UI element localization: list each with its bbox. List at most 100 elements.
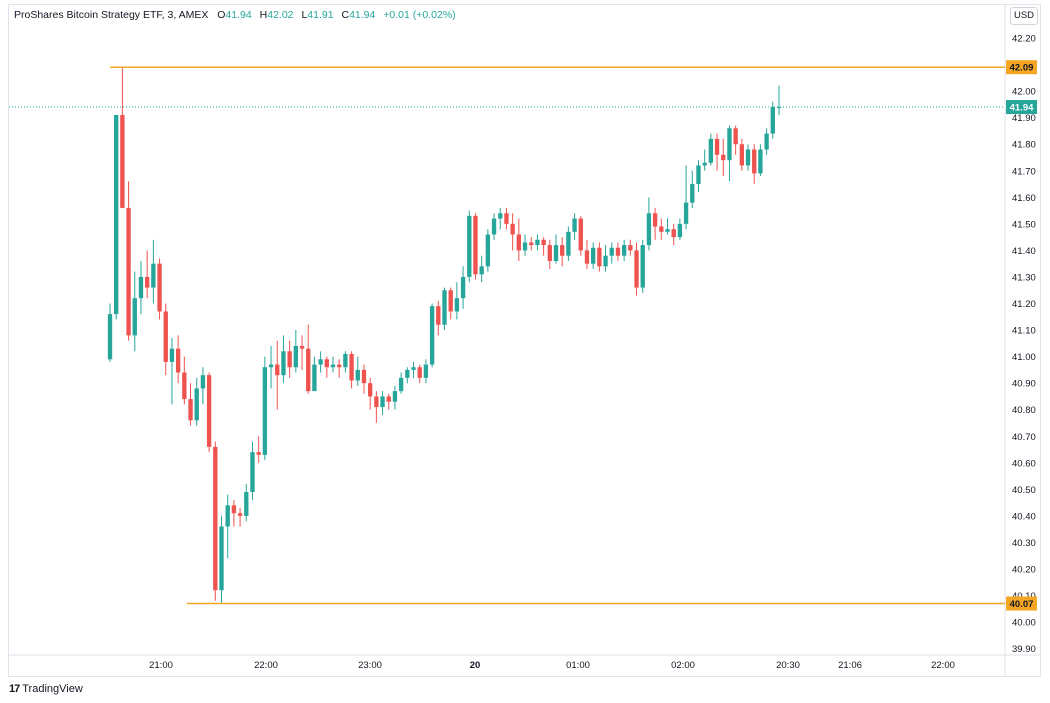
price-axis-label-bg: [1006, 60, 1037, 75]
candle-body: [597, 247, 602, 267]
candle-body: [615, 247, 621, 256]
candle-body: [188, 399, 193, 421]
candle-body: [473, 215, 478, 275]
candle-body: [448, 290, 453, 312]
y-tick-label: 41.90: [1012, 113, 1036, 124]
candle-body: [337, 364, 342, 368]
candle-body: [752, 149, 757, 174]
candle-body: [696, 165, 701, 185]
candle-body: [132, 298, 137, 336]
candle-body: [330, 364, 336, 368]
candle-body: [516, 234, 522, 251]
candle-body: [590, 247, 596, 264]
candle-body: [758, 149, 763, 174]
candle-body: [237, 513, 243, 516]
candle-body: [541, 239, 546, 246]
candle-body: [256, 452, 261, 455]
price-axis-label-bg: [1006, 596, 1037, 611]
candle-body: [169, 348, 175, 362]
candle-body: [535, 239, 540, 246]
candle-body: [578, 218, 583, 251]
candle-body: [343, 353, 348, 368]
candle-body: [107, 314, 113, 360]
candle-body: [423, 364, 429, 378]
x-tick-label: 02:00: [671, 660, 695, 671]
candle-body: [194, 388, 199, 421]
y-tick-label: 41.40: [1012, 246, 1036, 257]
candle-body: [460, 276, 466, 299]
candle-body: [708, 138, 714, 163]
candle-body: [163, 311, 168, 362]
candle-body: [491, 218, 497, 235]
candle-body: [213, 446, 218, 591]
candle-body: [745, 149, 751, 166]
y-tick-label: 41.10: [1012, 326, 1036, 337]
tradingview-brand: TradingView: [22, 683, 83, 695]
candle-body: [652, 213, 658, 227]
candle-body: [690, 184, 695, 203]
candle-body: [442, 290, 447, 325]
y-tick-label: 41.20: [1012, 299, 1036, 310]
low-key: L: [301, 9, 308, 21]
currency-button[interactable]: USD: [1010, 7, 1038, 25]
candle-body: [485, 234, 491, 267]
candle-body: [776, 107, 782, 109]
price-axis-label: 42.09: [1010, 63, 1034, 74]
y-tick-label: 40.50: [1012, 485, 1036, 496]
candle-body: [677, 223, 683, 238]
candle-body: [182, 372, 187, 400]
candle-body: [361, 369, 367, 384]
candle-body: [281, 351, 286, 376]
x-tick-label: 20: [470, 660, 481, 671]
candle-body: [417, 367, 422, 378]
price-axis-label: 41.94: [1010, 103, 1034, 114]
candle-body: [621, 245, 627, 256]
candle-body: [498, 213, 503, 219]
open-key: O: [217, 9, 226, 21]
candle-body: [374, 396, 379, 408]
candle-body: [764, 133, 769, 150]
candle-body: [504, 213, 509, 224]
candle-body: [262, 367, 268, 455]
symbol-title[interactable]: ProShares Bitcoin Strategy ETF, 3, AMEX: [14, 9, 209, 21]
candle-body: [553, 245, 559, 262]
candle-body: [529, 242, 534, 246]
candle-body: [411, 367, 416, 370]
y-tick-label: 40.30: [1012, 538, 1036, 549]
candle-body: [392, 391, 398, 402]
y-tick-label: 40.20: [1012, 565, 1036, 576]
price-axis-label: 40.07: [1010, 599, 1034, 610]
candle-body: [225, 505, 230, 527]
high-value: 42.02: [267, 9, 294, 21]
y-tick-label: 40.40: [1012, 511, 1036, 522]
x-tick-label: 22:00: [931, 660, 955, 671]
candle-body: [634, 250, 639, 288]
candle-body: [244, 492, 249, 516]
candle-body: [250, 452, 255, 493]
candle-body: [547, 245, 552, 262]
y-tick-label: 42.20: [1012, 34, 1036, 45]
y-tick-label: 41.80: [1012, 140, 1036, 151]
candle-body: [151, 263, 156, 288]
candle-body: [584, 250, 590, 264]
candle-body: [739, 144, 745, 166]
candle-body: [206, 375, 212, 447]
candle-body: [714, 138, 720, 155]
y-tick-label: 40.90: [1012, 379, 1036, 390]
candle-body: [138, 276, 144, 299]
low-value: 41.91: [307, 9, 334, 21]
high-key: H: [259, 9, 268, 21]
candle-body: [429, 306, 435, 365]
candle-body: [324, 359, 329, 368]
symbol-legend: ProShares Bitcoin Strategy ETF, 3, AMEX …: [14, 9, 456, 21]
candle-body: [275, 364, 280, 376]
candle-body: [640, 245, 645, 288]
candle-body: [467, 215, 472, 277]
tradingview-logo[interactable]: 17 TradingView: [9, 683, 83, 695]
y-tick-label: 40.00: [1012, 618, 1036, 629]
y-tick-label: 40.60: [1012, 458, 1036, 469]
candle-body: [721, 154, 726, 161]
candle-body: [770, 107, 775, 134]
y-tick-label: 40.80: [1012, 405, 1036, 416]
